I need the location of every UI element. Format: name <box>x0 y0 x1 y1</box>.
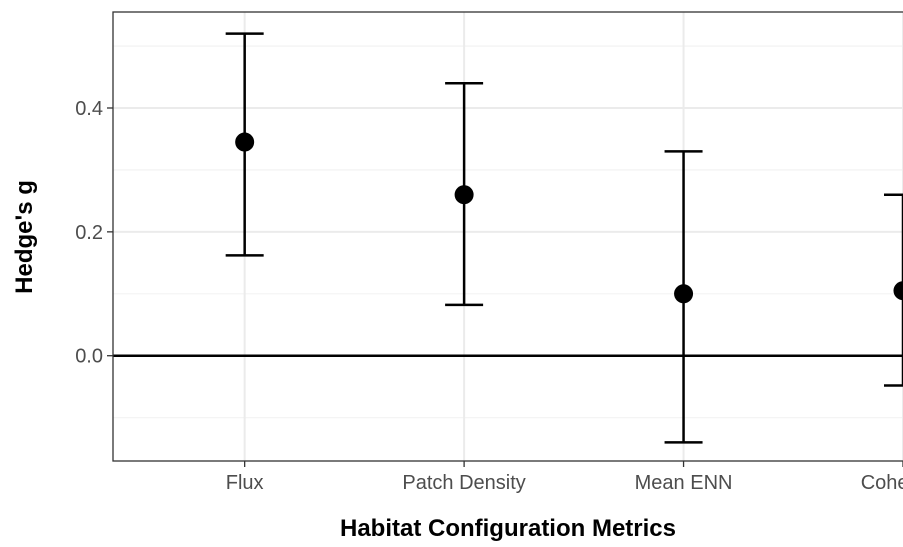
x-axis-title: Habitat Configuration Metrics <box>340 515 676 542</box>
x-tick-label: Flux <box>226 472 264 494</box>
data-point <box>455 185 474 204</box>
y-tick-label: 0.0 <box>75 346 103 368</box>
y-axis-title: Hedge's g <box>11 180 38 294</box>
x-tick-label: Patch Density <box>402 472 525 494</box>
x-tick-label: Mean ENN <box>635 472 733 494</box>
data-point <box>235 133 254 152</box>
data-point <box>674 284 693 303</box>
y-tick-label: 0.2 <box>75 222 103 244</box>
x-tick-label: Cohesion <box>861 472 903 494</box>
y-tick-label: 0.4 <box>75 98 103 120</box>
